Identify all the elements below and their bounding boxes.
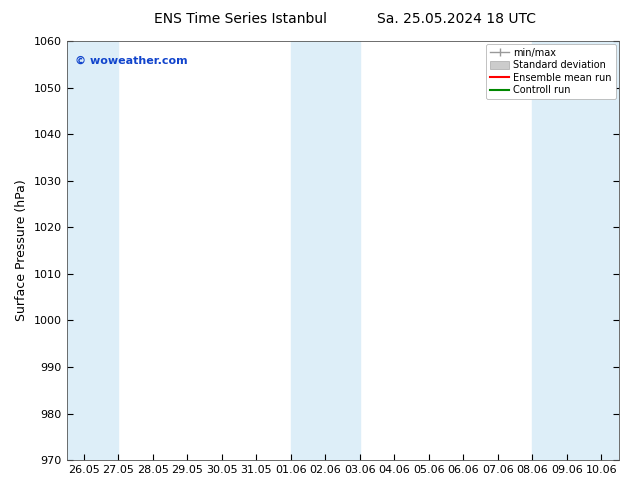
Text: © woweather.com: © woweather.com	[75, 56, 188, 66]
Y-axis label: Surface Pressure (hPa): Surface Pressure (hPa)	[15, 180, 28, 321]
Bar	[291, 41, 359, 460]
Text: ENS Time Series Istanbul: ENS Time Series Istanbul	[155, 12, 327, 26]
Bar	[533, 41, 619, 460]
Legend: min/max, Standard deviation, Ensemble mean run, Controll run: min/max, Standard deviation, Ensemble me…	[486, 44, 616, 99]
Text: Sa. 25.05.2024 18 UTC: Sa. 25.05.2024 18 UTC	[377, 12, 536, 26]
Bar	[67, 41, 119, 460]
